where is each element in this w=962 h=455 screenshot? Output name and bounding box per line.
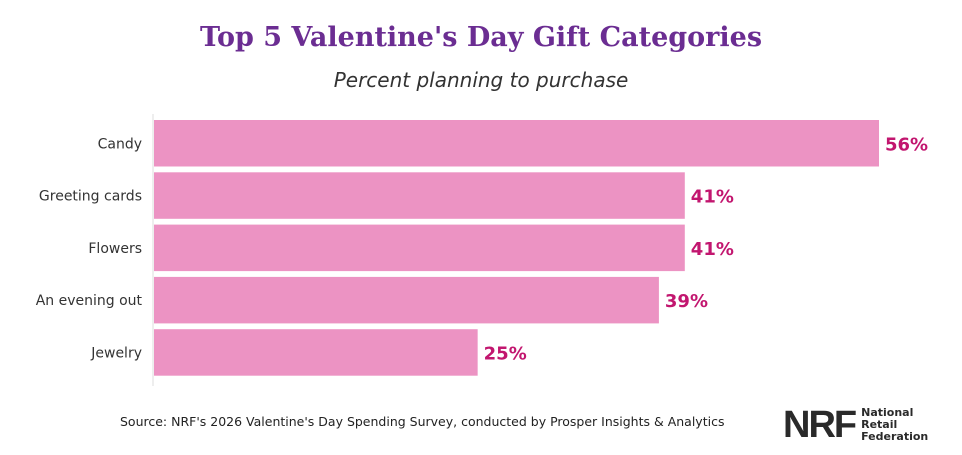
source-note: Source: NRF's 2026 Valentine's Day Spend… — [120, 414, 725, 429]
category-label: An evening out — [36, 293, 143, 309]
logo-mark: NRF — [783, 404, 857, 446]
bar — [154, 276, 659, 324]
data-label: 41% — [691, 187, 734, 208]
category-label: Flowers — [88, 241, 142, 257]
chart-title: Top 5 Valentine's Day Gift Categories — [199, 22, 763, 53]
bar — [154, 329, 478, 376]
data-label: 56% — [885, 134, 928, 155]
category-label: Greeting cards — [39, 189, 142, 205]
logo-line: Federation — [861, 430, 929, 443]
data-label: 25% — [484, 343, 527, 364]
bar — [154, 224, 685, 272]
data-label: 39% — [665, 291, 708, 312]
chart-subtitle: Percent planning to purchase — [333, 68, 629, 92]
category-label: Candy — [98, 136, 142, 152]
logo-text: National Retail Federation — [861, 407, 928, 443]
logo-line: National — [861, 406, 914, 419]
bar — [154, 172, 685, 219]
category-label: Jewelry — [90, 345, 142, 361]
logo-line: Retail — [861, 418, 898, 431]
nrf-logo: NRF National Retail Federation — [783, 406, 928, 444]
bar — [154, 120, 879, 167]
data-label: 41% — [691, 239, 734, 260]
